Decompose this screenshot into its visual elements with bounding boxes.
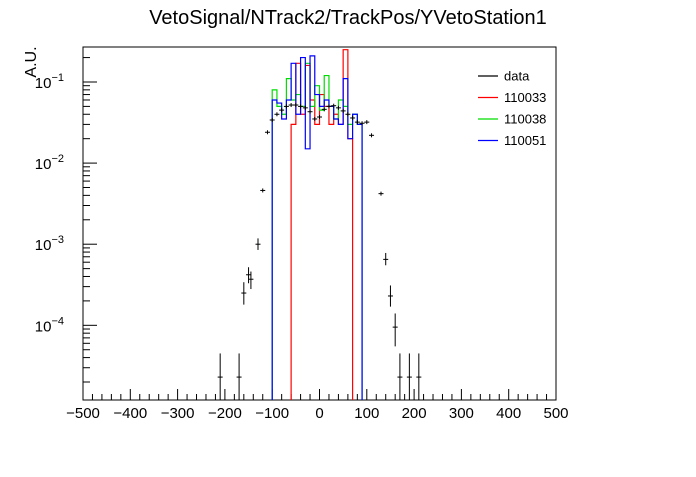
- legend-label: data: [504, 69, 530, 84]
- chart-title: VetoSignal/NTrack2/TrackPos/YVetoStation…: [149, 7, 547, 29]
- x-tick-label: 500: [543, 405, 568, 422]
- x-tick-label: 100: [354, 405, 379, 422]
- x-tick-label: −500: [66, 405, 100, 422]
- y-tick-label: 10−2: [35, 153, 64, 173]
- series-110051-step: [271, 55, 363, 400]
- x-tick-label: −300: [161, 405, 195, 422]
- y-axis-label: A.U.: [23, 46, 40, 77]
- x-tick-label: −100: [255, 405, 289, 422]
- plot-area: −500 −400 −300 −200 −100 0 100 200 300 400 500 10−4…: [35, 46, 569, 422]
- x-tick-label: −200: [208, 405, 242, 422]
- legend-label: 110051: [504, 133, 546, 148]
- y-tick-label: 10−3: [35, 234, 64, 254]
- x-tick-label: −400: [113, 405, 147, 422]
- legend: data 110033 110038 110051: [478, 69, 546, 148]
- y-tick-label: 10−4: [35, 315, 64, 335]
- x-tick-label: 400: [496, 405, 521, 422]
- y-tick-label: 10−1: [35, 72, 64, 92]
- legend-label: 110033: [504, 90, 546, 105]
- x-tick-label: 0: [315, 405, 323, 422]
- legend-label: 110038: [504, 112, 546, 127]
- x-tick-label: 200: [402, 405, 427, 422]
- x-tick-label: 300: [449, 405, 474, 422]
